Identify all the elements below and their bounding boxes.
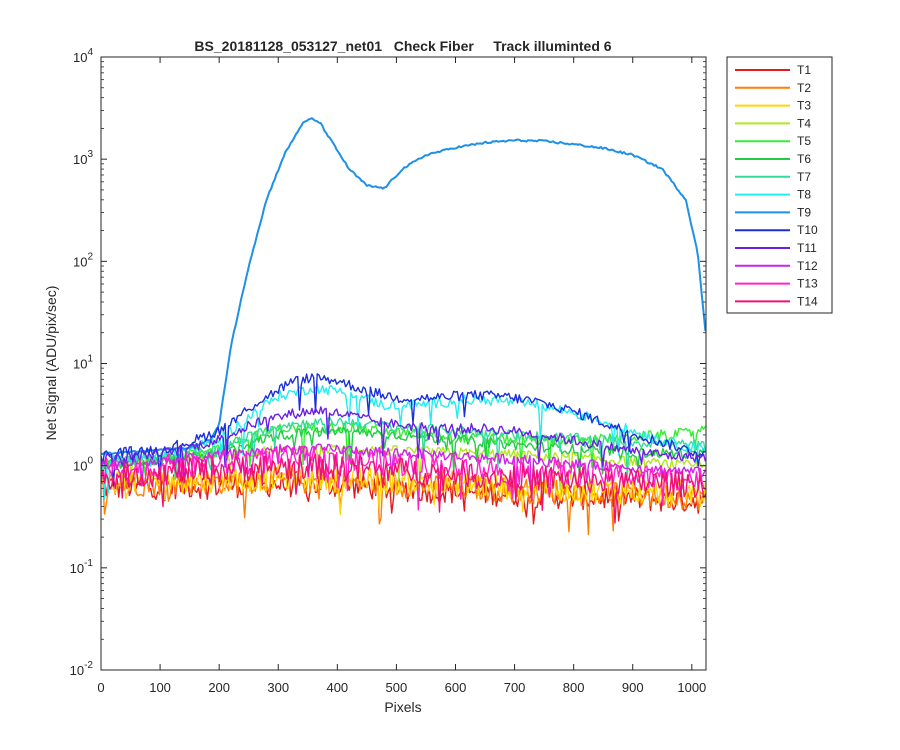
legend-item-t5: T5 <box>735 134 811 148</box>
legend-item-t10: T10 <box>735 223 818 237</box>
legend-item-t14: T14 <box>735 294 818 308</box>
x-tick-label: 500 <box>386 680 408 695</box>
series-line-t9 <box>100 117 707 455</box>
legend-item-t2: T2 <box>735 81 811 95</box>
series-layer <box>100 117 707 536</box>
ticks-layer: 0 100 200 300 400 500 600 700 800 900 1000 10-2 10-1… <box>70 47 707 695</box>
legend-label: T2 <box>797 81 811 95</box>
legend-label: T13 <box>797 277 818 291</box>
legend-label: T3 <box>797 99 811 113</box>
x-tick-label: 1000 <box>677 680 706 695</box>
x-tick-label: 100 <box>149 680 171 695</box>
y-tick-label: 10-2 <box>70 660 94 678</box>
x-tick-label: 700 <box>504 680 526 695</box>
legend-label: T8 <box>797 188 811 202</box>
legend-item-t1: T1 <box>735 63 811 77</box>
legend-label: T5 <box>797 134 811 148</box>
x-tick-label: 200 <box>208 680 230 695</box>
legend-item-t12: T12 <box>735 259 818 273</box>
x-axis-label: Pixels <box>384 699 421 715</box>
legend-label: T11 <box>797 241 817 255</box>
legend-item-t3: T3 <box>735 99 811 113</box>
y-tick-label: 101 <box>73 354 93 372</box>
y-tick-label: 103 <box>73 149 93 167</box>
x-tick-label: 0 <box>97 680 104 695</box>
x-tick-label: 900 <box>622 680 644 695</box>
legend: T1 T2 T3 T4 T5 T6 T7 T8 T9 T10 T11 T12 T13 T14 <box>726 56 833 314</box>
legend-items: T1 T2 T3 T4 T5 T6 T7 T8 T9 T10 T11 T12 T13 T14 <box>735 63 818 308</box>
x-tick-label: 600 <box>445 680 467 695</box>
legend-item-t8: T8 <box>735 188 811 202</box>
legend-label: T6 <box>797 152 811 166</box>
legend-label: T10 <box>797 223 818 237</box>
y-tick-label: 104 <box>73 47 93 65</box>
x-tick-label: 800 <box>563 680 585 695</box>
legend-label: T9 <box>797 205 811 219</box>
legend-box <box>726 56 833 314</box>
series-line-t7 <box>100 416 707 480</box>
x-tick-label: 300 <box>267 680 289 695</box>
legend-item-t11: T11 <box>735 241 817 255</box>
legend-item-t4: T4 <box>735 116 811 130</box>
series-line-t10 <box>100 373 706 487</box>
legend-item-t9: T9 <box>735 205 811 219</box>
legend-label: T1 <box>797 63 811 77</box>
legend-label: T14 <box>797 294 818 308</box>
y-tick-label: 100 <box>73 456 93 474</box>
y-tick-label: 102 <box>73 251 93 269</box>
legend-label: T7 <box>797 170 811 184</box>
legend-label: T4 <box>797 116 811 130</box>
plot-area-background <box>101 57 706 670</box>
y-tick-label: 10-1 <box>70 558 94 576</box>
series-line-t8 <box>101 384 707 500</box>
legend-item-t6: T6 <box>735 152 811 166</box>
x-tick-label: 400 <box>326 680 348 695</box>
y-axis-label: Net Signal (ADU/pix/sec) <box>43 286 59 441</box>
series-line-t14 <box>100 453 706 524</box>
legend-label: T12 <box>797 259 818 273</box>
legend-item-t7: T7 <box>735 170 811 184</box>
series-line-t11 <box>100 406 707 479</box>
chart-title: BS_20181128_053127_net01 Check Fiber Tra… <box>194 38 611 54</box>
legend-item-t13: T13 <box>735 277 818 291</box>
